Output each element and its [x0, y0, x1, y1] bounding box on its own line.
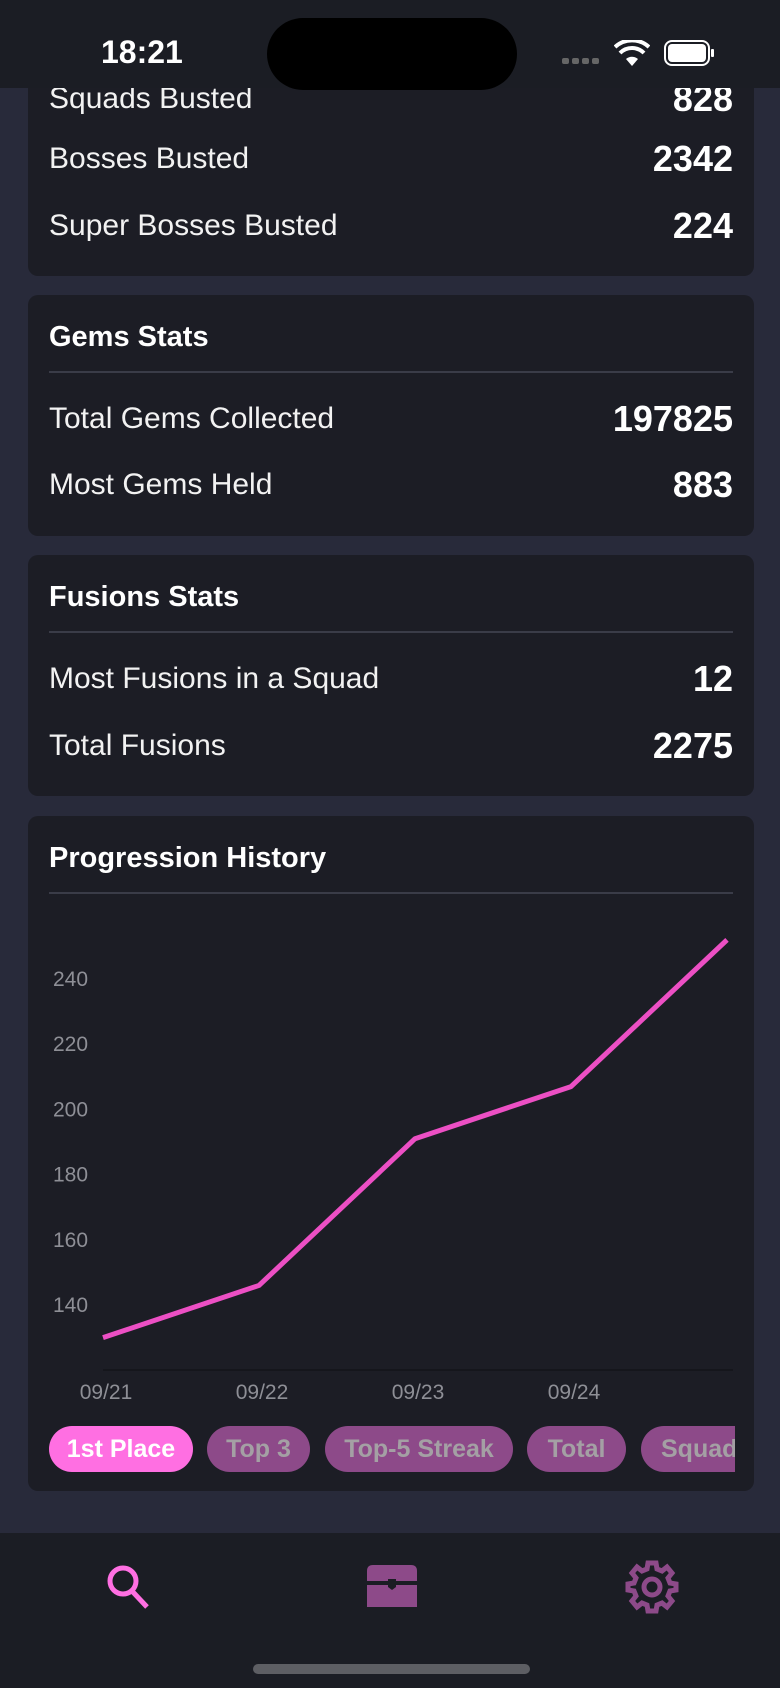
y-tick-label: 200 — [53, 1098, 88, 1121]
filter-total[interactable]: Total — [527, 1426, 626, 1472]
y-tick-label: 220 — [53, 1033, 88, 1056]
x-tick-label: 09/23 — [392, 1381, 445, 1404]
divider — [49, 371, 733, 373]
status-time: 18:21 — [101, 34, 183, 70]
gems-stats-card: Gems Stats Total Gems Collected 197825 Mo… — [28, 295, 754, 536]
filter-top-3[interactable]: Top 3 — [207, 1426, 310, 1472]
y-tick-label: 140 — [53, 1294, 88, 1317]
stat-value: 2342 — [652, 138, 733, 179]
stat-value: 224 — [672, 205, 733, 246]
stat-value: 12 — [692, 658, 733, 699]
stat-label: Total Fusions — [49, 729, 226, 762]
y-tick-label: 240 — [53, 968, 88, 991]
signal-icon — [562, 58, 599, 64]
y-tick-label: 160 — [53, 1229, 88, 1252]
y-tick-label: 180 — [53, 1164, 88, 1187]
card-title: Gems Stats — [49, 321, 209, 353]
filter-top-5-streak[interactable]: Top-5 Streak — [325, 1426, 513, 1472]
stat-row: Most Fusions in a Squad 12 — [49, 654, 733, 704]
status-bar: 18:21 — [0, 0, 780, 90]
stat-label: Super Bosses Busted — [49, 209, 338, 242]
series-line — [102, 938, 729, 1340]
stat-row: Super Bosses Busted 224 — [49, 201, 733, 251]
battery-icon — [664, 40, 714, 66]
home-indicator — [253, 1664, 530, 1674]
card-title: Progression History — [49, 842, 327, 874]
stat-label: Bosses Busted — [49, 142, 250, 175]
wifi-icon — [614, 40, 650, 66]
chest-icon[interactable] — [362, 1557, 422, 1617]
stat-row: Bosses Busted 2342 — [49, 134, 733, 184]
x-tick-label: 09/24 — [548, 1381, 601, 1404]
progression-card: Progression History — [28, 816, 754, 1491]
divider — [49, 892, 733, 894]
stat-value: 883 — [672, 464, 733, 505]
search-icon[interactable] — [99, 1557, 159, 1617]
stat-value: 2275 — [652, 725, 733, 766]
stat-row: Most Gems Held 883 — [49, 460, 733, 510]
gear-icon[interactable] — [622, 1557, 682, 1617]
stat-row: Total Gems Collected 197825 — [49, 394, 733, 444]
fusions-stats-card: Fusions Stats Most Fusions in a Squad 12 … — [28, 555, 754, 796]
x-tick-label: 09/22 — [236, 1381, 289, 1404]
progression-chart: 140 160 180 200 220 240 09/21 09/22 09/23 09/24 — [53, 938, 729, 1404]
filter-1st-place[interactable]: 1st Place — [49, 1426, 193, 1472]
filter-squad[interactable]: Squad — [641, 1426, 735, 1472]
card-title: Fusions Stats — [49, 581, 240, 613]
stat-label: Total Gems Collected — [49, 402, 335, 435]
stat-label: Most Fusions in a Squad — [49, 662, 380, 695]
stat-row: Total Fusions 2275 — [49, 721, 733, 771]
x-tick-label: 09/21 — [80, 1381, 133, 1404]
divider — [49, 631, 733, 633]
dynamic-island — [267, 18, 517, 90]
stat-label: Most Gems Held — [49, 468, 273, 501]
tab-bar — [0, 1533, 780, 1688]
stat-value: 197825 — [612, 398, 733, 439]
